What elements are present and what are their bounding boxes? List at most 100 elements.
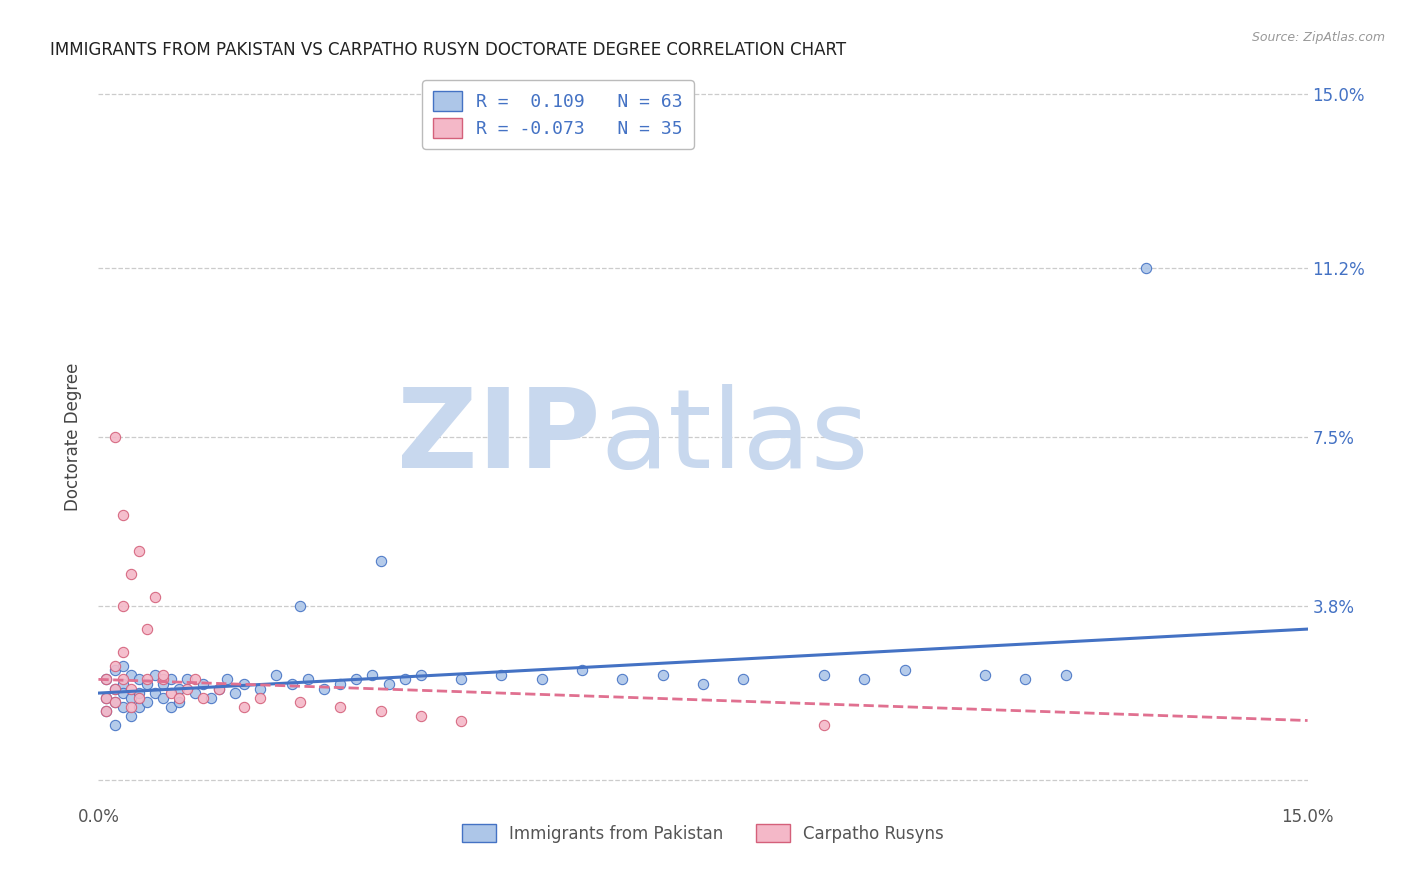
Point <box>152 677 174 691</box>
Point <box>281 677 304 691</box>
Point <box>361 667 384 682</box>
Point <box>344 673 367 687</box>
Point <box>530 673 553 687</box>
Point <box>120 681 142 696</box>
Point <box>297 673 319 687</box>
Point <box>96 690 118 705</box>
Point <box>96 673 118 687</box>
Point <box>232 699 254 714</box>
Point <box>111 508 134 522</box>
Point <box>128 686 150 700</box>
Point <box>111 677 134 691</box>
Point <box>651 667 673 682</box>
Point <box>135 622 157 636</box>
Point <box>103 681 125 696</box>
Point <box>103 718 125 732</box>
Point <box>314 681 336 696</box>
Point <box>160 686 183 700</box>
Point <box>128 544 150 558</box>
Point <box>329 677 352 691</box>
Point <box>103 681 125 696</box>
Point <box>152 690 174 705</box>
Point <box>491 667 513 682</box>
Point <box>450 673 472 687</box>
Point <box>224 686 246 700</box>
Point <box>1054 667 1077 682</box>
Point <box>370 553 392 567</box>
Point <box>893 663 915 677</box>
Point <box>167 681 190 696</box>
Point <box>208 681 231 696</box>
Point <box>143 667 166 682</box>
Text: ZIP: ZIP <box>396 384 600 491</box>
Point <box>120 567 142 582</box>
Point <box>571 663 593 677</box>
Point <box>176 681 198 696</box>
Point <box>733 673 755 687</box>
Point <box>813 667 835 682</box>
Point <box>103 695 125 709</box>
Legend: Immigrants from Pakistan, Carpatho Rusyns: Immigrants from Pakistan, Carpatho Rusyn… <box>456 817 950 849</box>
Point <box>160 699 183 714</box>
Point <box>176 673 198 687</box>
Point <box>143 686 166 700</box>
Point <box>264 667 287 682</box>
Point <box>128 690 150 705</box>
Point <box>208 681 231 696</box>
Point <box>111 686 134 700</box>
Point <box>120 667 142 682</box>
Point <box>184 686 207 700</box>
Point <box>217 673 239 687</box>
Point <box>167 695 190 709</box>
Point <box>160 673 183 687</box>
Point <box>184 673 207 687</box>
Text: IMMIGRANTS FROM PAKISTAN VS CARPATHO RUSYN DOCTORATE DEGREE CORRELATION CHART: IMMIGRANTS FROM PAKISTAN VS CARPATHO RUS… <box>51 41 846 59</box>
Point <box>96 673 118 687</box>
Point <box>111 658 134 673</box>
Point <box>370 705 392 719</box>
Point <box>813 718 835 732</box>
Point <box>193 690 215 705</box>
Point <box>135 695 157 709</box>
Point <box>96 705 118 719</box>
Point <box>135 673 157 687</box>
Point <box>232 677 254 691</box>
Point <box>450 714 472 728</box>
Point <box>1135 260 1157 275</box>
Y-axis label: Doctorate Degree: Doctorate Degree <box>65 363 83 511</box>
Point <box>193 677 215 691</box>
Text: atlas: atlas <box>600 384 869 491</box>
Point <box>288 599 311 614</box>
Point <box>167 690 190 705</box>
Point <box>200 690 222 705</box>
Point <box>612 673 634 687</box>
Text: Source: ZipAtlas.com: Source: ZipAtlas.com <box>1251 31 1385 45</box>
Point <box>377 677 399 691</box>
Point <box>120 709 142 723</box>
Point <box>249 681 271 696</box>
Point <box>120 699 142 714</box>
Point <box>249 690 271 705</box>
Point <box>103 430 125 444</box>
Point <box>152 673 174 687</box>
Point <box>111 645 134 659</box>
Point <box>111 699 134 714</box>
Point <box>103 663 125 677</box>
Point <box>853 673 876 687</box>
Point <box>103 695 125 709</box>
Point <box>128 673 150 687</box>
Point <box>692 677 714 691</box>
Point <box>96 705 118 719</box>
Point <box>143 590 166 604</box>
Point <box>120 690 142 705</box>
Point <box>1014 673 1036 687</box>
Point <box>111 673 134 687</box>
Point <box>111 599 134 614</box>
Point <box>135 677 157 691</box>
Point <box>288 695 311 709</box>
Point <box>103 658 125 673</box>
Point <box>409 709 432 723</box>
Point <box>329 699 352 714</box>
Point <box>152 667 174 682</box>
Point <box>974 667 997 682</box>
